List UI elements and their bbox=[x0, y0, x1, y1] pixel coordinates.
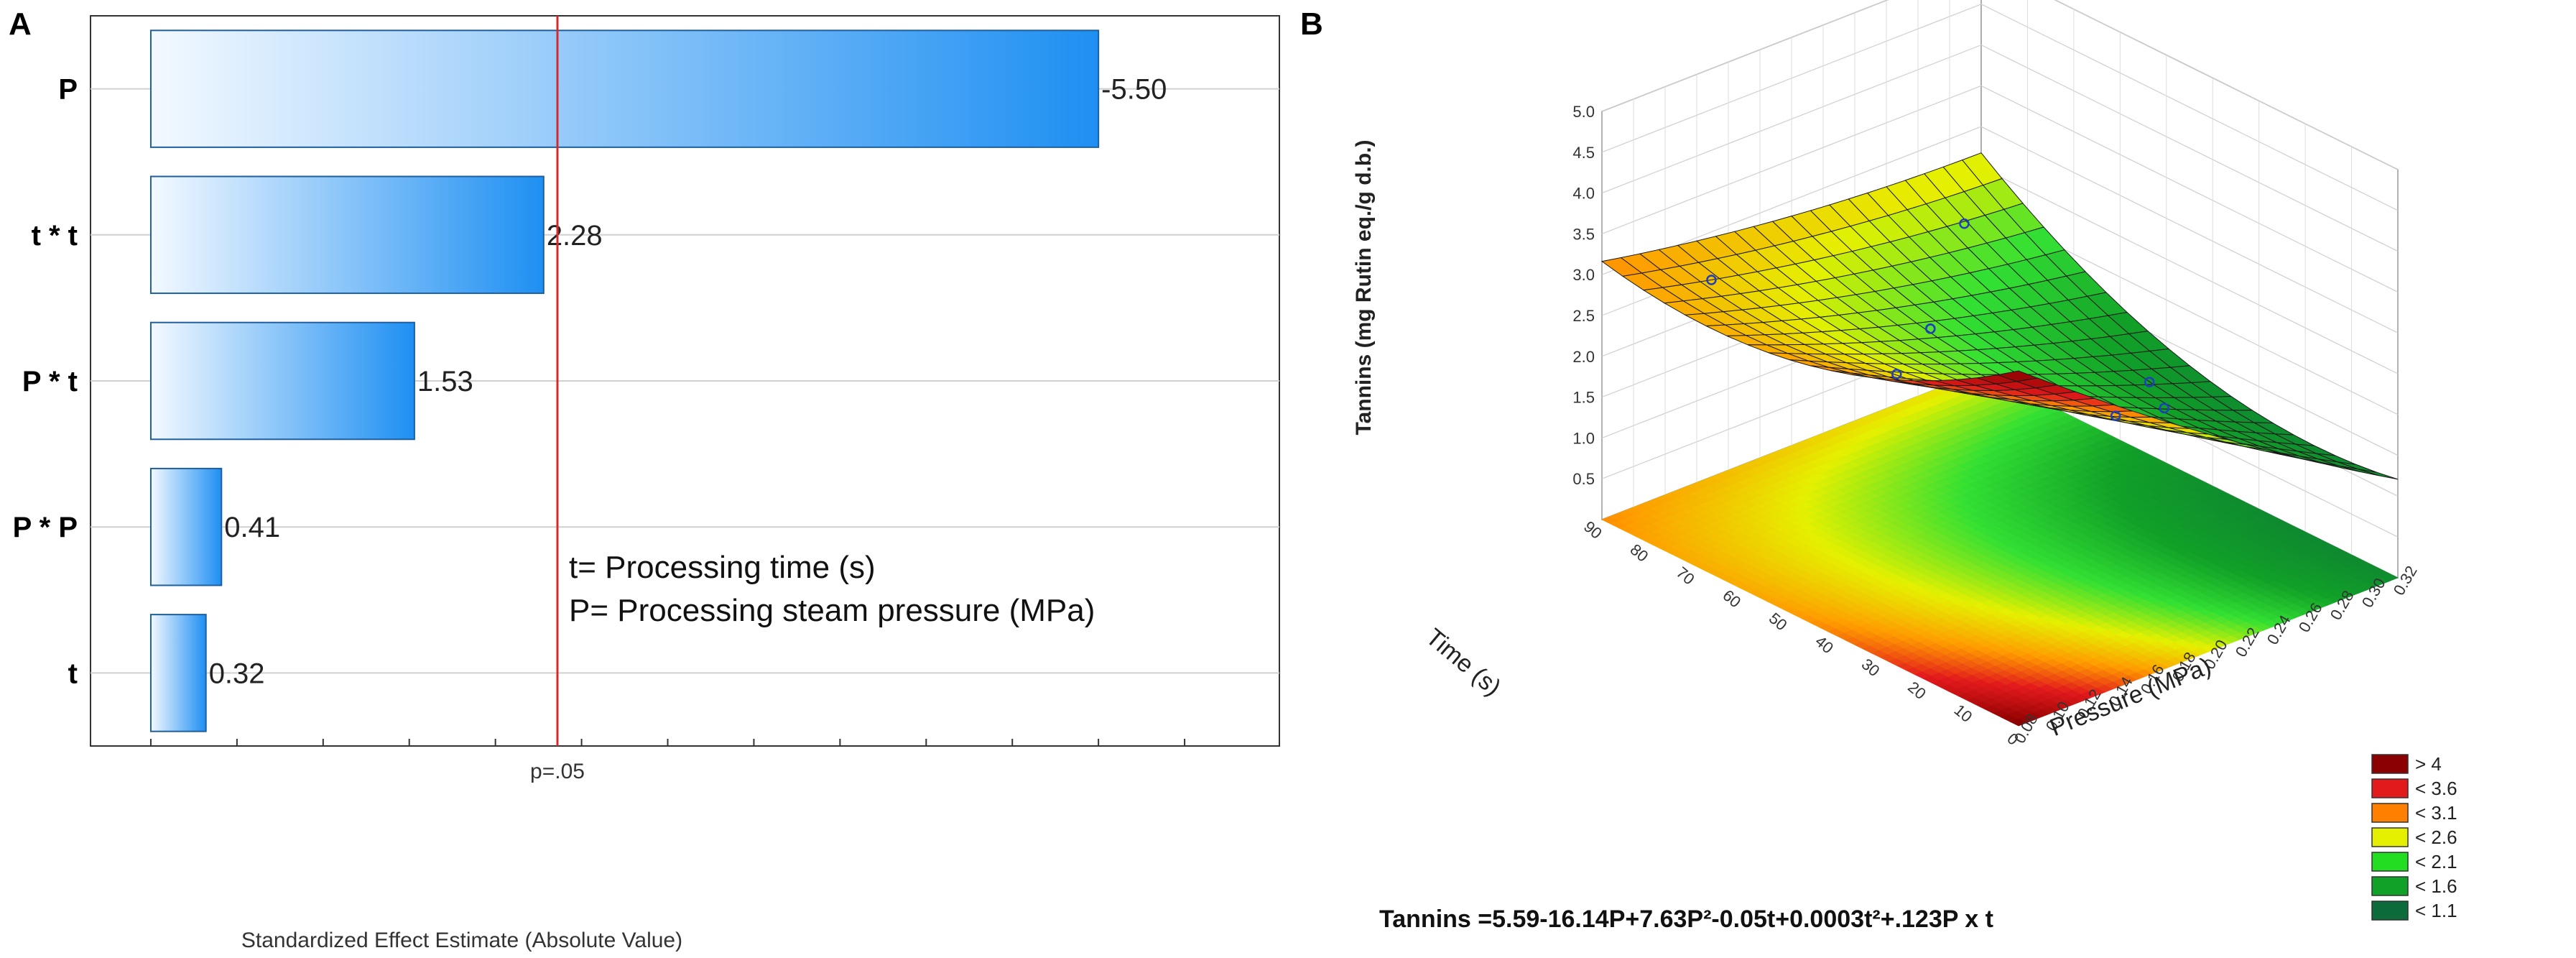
legend-swatch bbox=[2371, 778, 2409, 798]
value-label: -5.50 bbox=[1101, 74, 1167, 106]
time-axis-title: Time (s) bbox=[1421, 623, 1506, 701]
z-tick-label: 0.5 bbox=[1572, 470, 1595, 488]
z-tick-label: 4.5 bbox=[1572, 144, 1595, 162]
category-label: P * P bbox=[13, 512, 78, 543]
bars bbox=[149, 29, 1100, 732]
panel-b-letter: B bbox=[1300, 6, 1323, 42]
bar bbox=[149, 29, 1100, 148]
legend-swatch bbox=[2371, 876, 2409, 896]
z-tick-label: 1.0 bbox=[1572, 429, 1595, 447]
legend-label: < 1.6 bbox=[2415, 875, 2457, 897]
category-labels: Pt * t P * t P * P t bbox=[13, 74, 78, 690]
time-tick-label: 80 bbox=[1626, 540, 1651, 566]
value-label: 2.28 bbox=[547, 220, 603, 252]
observed-point bbox=[1891, 369, 1902, 379]
model-equation: Tannins =5.59-16.14P+7.63P²-0.05t+0.0003… bbox=[1379, 906, 1993, 933]
observed-point bbox=[1706, 275, 1717, 285]
x-ticks bbox=[149, 739, 1186, 746]
z-tick-label: 2.5 bbox=[1572, 307, 1595, 325]
category-label: P bbox=[58, 74, 78, 106]
value-label: 0.41 bbox=[224, 512, 280, 543]
contour-floor bbox=[1601, 371, 2399, 727]
time-tick-label: 10 bbox=[1951, 701, 1976, 726]
value-label: 1.53 bbox=[417, 366, 473, 397]
z-axis-title: Tannins (mg Rutin eq./g d.b.) bbox=[1352, 139, 1376, 435]
observed-point bbox=[2110, 410, 2121, 421]
legend: > 4 < 3.6 < 3.1< 2.6 < 2.1 < 1.6 < 1.1 bbox=[2371, 753, 2457, 921]
z-tick-label: 3.0 bbox=[1572, 266, 1595, 284]
pareto-chart: A Pt * t P * t P * P t -5.50 2.28 1.53 0.41 0.3… bbox=[9, 6, 1280, 952]
time-tick-label: 30 bbox=[1858, 655, 1884, 680]
panel-a-letter: A bbox=[9, 6, 32, 42]
surface-patch bbox=[1996, 370, 2039, 382]
significance-label: p=.05 bbox=[530, 760, 585, 783]
observed-point bbox=[2144, 377, 2155, 387]
z-tick-label: 5.0 bbox=[1572, 103, 1595, 121]
time-tick-label: 60 bbox=[1719, 586, 1744, 612]
time-tick-label: 20 bbox=[1904, 678, 1929, 703]
time-tick-label: 50 bbox=[1766, 609, 1791, 634]
z-tick-label: 4.0 bbox=[1572, 185, 1595, 203]
category-label: t * t bbox=[32, 220, 78, 252]
legend-label: < 3.1 bbox=[2415, 802, 2457, 824]
legend-swatch bbox=[2371, 803, 2409, 823]
value-labels: -5.50 2.28 1.53 0.41 0.32 bbox=[209, 74, 1167, 690]
panel-b: B 0.5 1.0 1.5 2.0 2.5 3.0 3.5 4.0 4.5 5.0 0 10 20 30 4… bbox=[1300, 0, 2576, 954]
observed-points bbox=[1706, 218, 2169, 421]
legend-swatch bbox=[2371, 901, 2409, 921]
legend-label: < 3.6 bbox=[2415, 778, 2457, 799]
bar bbox=[149, 614, 207, 732]
observed-point bbox=[1925, 323, 1936, 334]
legend-label: > 4 bbox=[2415, 753, 2442, 775]
category-label: t bbox=[68, 658, 78, 689]
note-pressure: P= Processing steam pressure (MPa) bbox=[569, 593, 1095, 628]
legend-label: < 1.1 bbox=[2415, 900, 2457, 921]
bar bbox=[149, 321, 415, 441]
time-tick-label: 40 bbox=[1812, 632, 1837, 657]
time-tick-label: 90 bbox=[1580, 517, 1606, 543]
legend-swatch bbox=[2371, 852, 2409, 872]
bar bbox=[149, 467, 223, 586]
category-label: P * t bbox=[22, 366, 78, 397]
observed-point bbox=[2159, 402, 2169, 414]
legend-label: < 2.1 bbox=[2415, 851, 2457, 872]
legend-label: < 2.6 bbox=[2415, 826, 2457, 848]
observed-point bbox=[1959, 218, 1970, 229]
note-time: t= Processing time (s) bbox=[569, 550, 876, 585]
surface-chart: B 0.51.01.52.02.53.03.54.04.55.001020304… bbox=[1300, 0, 2457, 933]
legend-swatch bbox=[2371, 754, 2409, 774]
legend-swatch bbox=[2371, 827, 2409, 847]
z-tick-label: 3.5 bbox=[1572, 225, 1595, 243]
z-tick-label: 2.0 bbox=[1572, 348, 1595, 366]
response-surface bbox=[1600, 152, 2399, 480]
value-label: 0.32 bbox=[209, 658, 265, 689]
bar bbox=[149, 175, 545, 295]
x-axis-title: Standardized Effect Estimate (Absolute V… bbox=[241, 929, 682, 952]
z-tick-label: 1.5 bbox=[1572, 389, 1595, 407]
time-tick-label: 70 bbox=[1673, 563, 1698, 589]
